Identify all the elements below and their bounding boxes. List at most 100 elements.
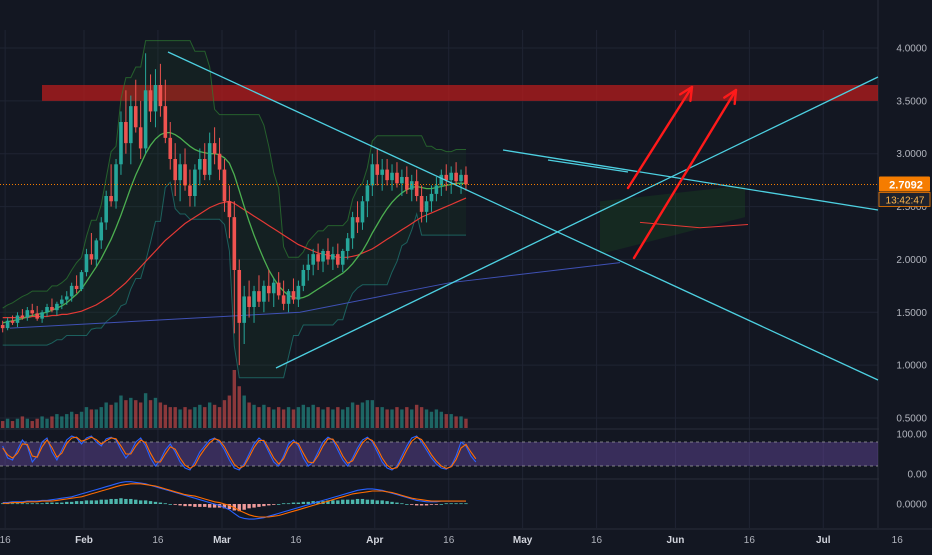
candle-body[interactable] (207, 143, 212, 175)
candle-body[interactable] (276, 282, 281, 296)
candles[interactable] (0, 53, 468, 366)
candle-body[interactable] (439, 174, 444, 186)
candle-body[interactable] (390, 172, 394, 181)
candle-body[interactable] (326, 250, 330, 260)
candle-body[interactable] (153, 85, 158, 112)
candle-body[interactable] (20, 315, 25, 318)
candle-body[interactable] (50, 307, 54, 311)
candle-body[interactable] (395, 172, 399, 184)
candle-body[interactable] (114, 164, 118, 202)
candle-body[interactable] (99, 222, 104, 241)
candle-body[interactable] (296, 285, 301, 300)
macd-pane[interactable] (0, 481, 468, 520)
candle-body[interactable] (257, 291, 261, 302)
candle-body[interactable] (5, 320, 10, 329)
trendline-ascending[interactable] (275, 76, 879, 369)
candle-body[interactable] (64, 296, 69, 300)
candle-body[interactable] (222, 169, 227, 202)
candle-body[interactable] (217, 153, 222, 170)
candle-body[interactable] (143, 90, 148, 149)
time-axis[interactable]: 16 Feb 16 Mar 16 Apr 16 May 16 Jun 16 Jul 16 (0, 528, 932, 546)
candle-body[interactable] (365, 185, 370, 202)
candle-body[interactable] (119, 122, 123, 165)
trendline-upper-triangle[interactable] (502, 149, 879, 211)
candle-body[interactable] (178, 164, 182, 181)
arrow-up-2[interactable] (632, 88, 738, 260)
candle-body[interactable] (262, 285, 266, 302)
candle-body[interactable] (301, 270, 306, 286)
candle-body[interactable] (281, 295, 286, 304)
candle-body[interactable] (55, 303, 59, 311)
candle-body[interactable] (40, 312, 44, 319)
candle-body[interactable] (60, 299, 64, 304)
candle-body[interactable] (124, 122, 128, 144)
candle-body[interactable] (242, 296, 246, 323)
candle-body[interactable] (464, 174, 468, 185)
candle-body[interactable] (336, 254, 340, 265)
candle-body[interactable] (138, 127, 143, 149)
candle-body[interactable] (129, 106, 133, 144)
candle-body[interactable] (434, 185, 439, 194)
candle-body[interactable] (409, 181, 414, 190)
candle-body[interactable] (193, 169, 197, 196)
candle-body[interactable] (380, 169, 384, 175)
candle-body[interactable] (311, 254, 315, 265)
candle-body[interactable] (158, 85, 163, 107)
candle-body[interactable] (429, 193, 434, 202)
candle-body[interactable] (449, 172, 453, 181)
candle-body[interactable] (163, 106, 168, 138)
candle-body[interactable] (35, 313, 39, 319)
stoch-rsi-pane[interactable] (0, 435, 878, 471)
candle-body[interactable] (459, 174, 463, 182)
candle-body[interactable] (424, 201, 429, 212)
candle-body[interactable] (84, 254, 89, 273)
candle-body[interactable] (267, 285, 271, 294)
candle-body[interactable] (331, 254, 335, 260)
candle-body[interactable] (321, 250, 325, 262)
candle-body[interactable] (405, 176, 409, 190)
trendline-short[interactable] (547, 159, 629, 173)
candle-body[interactable] (454, 172, 458, 182)
candle-body[interactable] (202, 159, 207, 175)
candle-body[interactable] (345, 238, 350, 251)
trendline-descending[interactable] (167, 51, 879, 381)
candle-body[interactable] (109, 196, 113, 202)
candle-body[interactable] (188, 185, 192, 196)
candle-body[interactable] (0, 324, 5, 329)
candle-body[interactable] (15, 315, 20, 323)
candle-body[interactable] (183, 164, 187, 186)
candle-body[interactable] (10, 320, 15, 323)
candle-body[interactable] (45, 307, 49, 313)
candle-body[interactable] (148, 90, 153, 112)
candle-body[interactable] (168, 137, 173, 159)
candle-body[interactable] (247, 296, 251, 307)
candle-body[interactable] (94, 240, 99, 260)
candle-body[interactable] (385, 169, 389, 181)
candle-body[interactable] (316, 254, 320, 262)
candle-body[interactable] (74, 285, 79, 290)
candle-body[interactable] (30, 310, 35, 314)
price-axis[interactable]: 4.0000 3.5000 3.0000 2.5000 2.0000 1.5000 1.00… (878, 0, 932, 550)
candle-body[interactable] (375, 164, 380, 175)
candle-body[interactable] (355, 217, 360, 223)
candle-body[interactable] (212, 143, 217, 154)
candle-body[interactable] (69, 285, 74, 297)
arrow-up-1[interactable] (626, 85, 694, 190)
candle-body[interactable] (25, 310, 30, 318)
candle-body[interactable] (306, 264, 311, 270)
candle-body[interactable] (252, 291, 256, 307)
candle-body[interactable] (227, 201, 232, 218)
candle-body[interactable] (198, 159, 202, 170)
candle-body[interactable] (79, 272, 84, 290)
candle-body[interactable] (350, 217, 355, 239)
candle-body[interactable] (360, 201, 365, 223)
candle-body[interactable] (286, 291, 291, 304)
candle-body[interactable] (419, 196, 424, 212)
candle-body[interactable] (232, 217, 237, 270)
candle-body[interactable] (271, 282, 276, 294)
drawings[interactable] (0, 51, 879, 381)
candle-body[interactable] (173, 159, 177, 181)
candle-body[interactable] (370, 164, 375, 186)
